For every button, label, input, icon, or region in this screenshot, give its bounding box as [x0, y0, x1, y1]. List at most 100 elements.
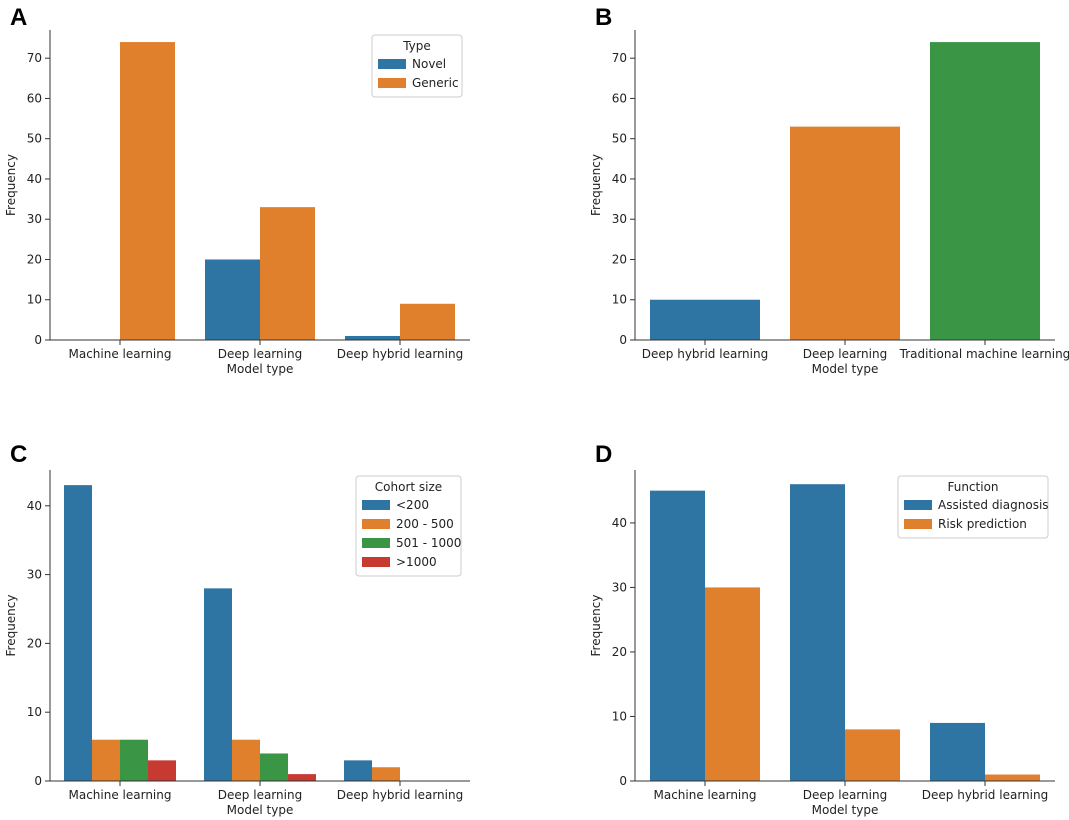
- bar: [790, 484, 845, 781]
- y-axis-title: Frequency: [589, 154, 603, 216]
- legend-swatch: [378, 59, 406, 69]
- y-tick-label: 10: [27, 705, 42, 719]
- legend-label: 200 - 500: [396, 517, 454, 531]
- bar: [204, 588, 232, 781]
- bar: [288, 774, 316, 781]
- y-tick-label: 10: [27, 293, 42, 307]
- legend-swatch: [362, 519, 390, 529]
- bar: [930, 722, 985, 781]
- bar: [92, 739, 120, 781]
- bar: [985, 774, 1040, 781]
- legend: Cohort size <200 200 - 500 501 - 1000 >1000: [355, 475, 462, 577]
- legend: Type Novel Generic: [371, 34, 463, 98]
- bar: [232, 739, 260, 781]
- legend-title: Function: [947, 480, 998, 494]
- legend-swatch: [362, 538, 390, 548]
- y-axis-title: Frequency: [4, 154, 18, 216]
- bar: [650, 299, 760, 340]
- x-axis-title: Model type: [812, 362, 879, 376]
- legend-label: Assisted diagnosis: [938, 498, 1049, 512]
- bar: [845, 729, 900, 781]
- legend-label: <200: [396, 498, 429, 512]
- x-tick-label: Deep learning: [803, 347, 887, 361]
- bar: [148, 760, 176, 781]
- y-tick-label: 40: [612, 516, 627, 530]
- y-tick-label: 40: [612, 172, 627, 186]
- x-tick-label: Deep learning: [803, 788, 887, 802]
- x-tick-label: Deep hybrid learning: [642, 347, 768, 361]
- x-tick-label: Deep hybrid learning: [337, 788, 463, 802]
- bar: [260, 753, 288, 781]
- y-tick-label: 60: [612, 91, 627, 105]
- legend-frame: [897, 475, 1049, 539]
- bar: [120, 739, 148, 781]
- legend-label: Novel: [412, 57, 446, 71]
- panel-letter: C: [10, 441, 27, 468]
- legend-title: Type: [402, 39, 431, 53]
- y-tick-label: 40: [27, 499, 42, 513]
- legend-title: Cohort size: [375, 480, 442, 494]
- x-axis-title: Model type: [812, 803, 879, 817]
- bar: [705, 587, 760, 781]
- y-tick-label: 20: [27, 636, 42, 650]
- y-tick-label: 50: [612, 132, 627, 146]
- panel-a: A 0 10 20 30 40 50 60 70 Machine learning Deep le…: [4, 4, 470, 376]
- y-tick-label: 10: [612, 709, 627, 723]
- y-tick-label: 10: [612, 293, 627, 307]
- legend-swatch: [904, 519, 932, 529]
- y-tick-label: 0: [34, 774, 42, 788]
- bar: [205, 259, 260, 340]
- legend-label: >1000: [396, 555, 437, 569]
- legend: Function Assisted diagnosis Risk predictio…: [897, 475, 1049, 539]
- bar: [260, 207, 315, 340]
- y-tick-label: 30: [27, 568, 42, 582]
- y-tick-label: 40: [27, 172, 42, 186]
- y-axis-title: Frequency: [4, 595, 18, 657]
- y-axis-title: Frequency: [589, 595, 603, 657]
- x-tick-label: Traditional machine learning: [899, 347, 1069, 361]
- y-tick-label: 0: [34, 333, 42, 347]
- legend-swatch: [378, 78, 406, 88]
- bar: [650, 490, 705, 781]
- y-tick-label: 60: [27, 91, 42, 105]
- x-axis-title: Model type: [227, 362, 294, 376]
- panel-letter: B: [595, 4, 612, 31]
- x-tick-label: Machine learning: [653, 788, 756, 802]
- bar: [120, 42, 175, 341]
- x-tick-label: Deep learning: [218, 788, 302, 802]
- panel-letter: D: [595, 441, 612, 468]
- panel-c: C 0 10 20 30 40 Machine learning Deep learning…: [4, 441, 470, 817]
- legend-label: Risk prediction: [938, 517, 1027, 531]
- bar: [344, 760, 372, 781]
- y-tick-label: 30: [612, 580, 627, 594]
- x-axis-title: Model type: [227, 803, 294, 817]
- x-tick-label: Machine learning: [68, 347, 171, 361]
- bar: [400, 303, 455, 340]
- y-tick-label: 70: [612, 51, 627, 65]
- bar: [64, 485, 92, 781]
- y-tick-label: 20: [612, 645, 627, 659]
- legend-swatch: [362, 557, 390, 567]
- bar: [345, 335, 400, 340]
- x-tick-label: Machine learning: [68, 788, 171, 802]
- y-tick-label: 20: [612, 252, 627, 266]
- legend-swatch: [362, 500, 390, 510]
- bar: [790, 126, 900, 340]
- x-tick-label: Deep hybrid learning: [337, 347, 463, 361]
- x-tick-label: Deep learning: [218, 347, 302, 361]
- y-tick-label: 0: [619, 333, 627, 347]
- y-tick-label: 30: [612, 212, 627, 226]
- x-tick-label: Deep hybrid learning: [922, 788, 1048, 802]
- y-tick-label: 50: [27, 132, 42, 146]
- bar: [372, 767, 400, 781]
- legend-label: 501 - 1000: [396, 536, 461, 550]
- y-tick-label: 30: [27, 212, 42, 226]
- y-tick-label: 70: [27, 51, 42, 65]
- legend-swatch: [904, 500, 932, 510]
- panel-letter: A: [10, 4, 27, 31]
- y-tick-label: 0: [619, 774, 627, 788]
- legend-label: Generic: [412, 76, 459, 90]
- y-tick-label: 20: [27, 252, 42, 266]
- panel-b: B 0 10 20 30 40 50 60 70 Deep hybrid learning Dee…: [589, 4, 1069, 376]
